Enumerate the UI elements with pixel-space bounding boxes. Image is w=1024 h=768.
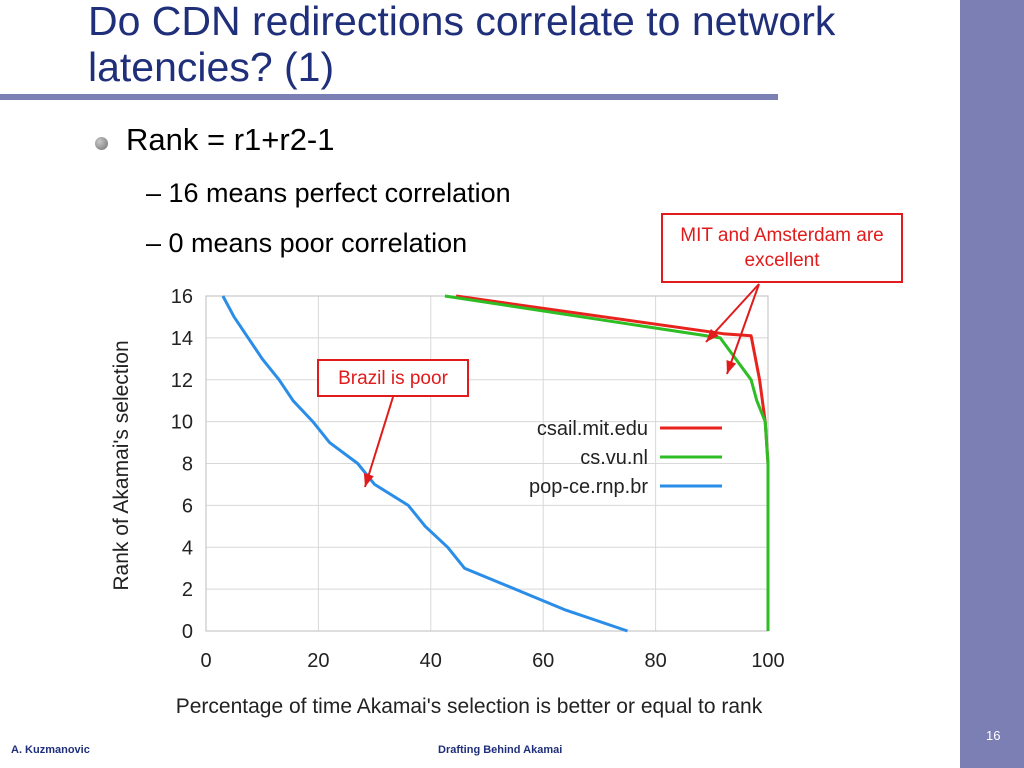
x-tick-label: 20 xyxy=(307,650,329,672)
page-number: 16 xyxy=(986,728,1001,743)
y-tick-label: 2 xyxy=(182,579,193,601)
bullet-sub-1: – 16 means perfect correlation xyxy=(146,178,511,208)
y-tick-label: 0 xyxy=(182,621,193,643)
callout-arrow-brazil xyxy=(364,396,394,488)
legend-label: pop-ce.rnp.br xyxy=(529,476,648,498)
bullet-sub-2: – 0 means poor correlation xyxy=(146,228,468,258)
y-axis-label: Rank of Akamai's selection xyxy=(110,340,133,590)
y-tick-label: 6 xyxy=(182,495,193,517)
x-tick-label: 40 xyxy=(420,650,442,672)
series-line-cs.vu.nl xyxy=(444,294,770,631)
callout-mit-amsterdam: MIT and Amsterdam are excellent xyxy=(661,213,903,283)
bullet-main: Rank = r1+r2-1 xyxy=(126,122,335,157)
y-tick-label: 8 xyxy=(182,454,193,476)
x-tick-label: 0 xyxy=(200,650,211,672)
footer-author: A. Kuzmanovic xyxy=(11,744,90,756)
x-tick-label: 80 xyxy=(644,650,666,672)
y-tick-label: 16 xyxy=(171,286,193,308)
callout-arrow-mit xyxy=(705,283,760,343)
callout-arrow-amsterdam-head xyxy=(726,360,737,374)
y-tick-label: 10 xyxy=(171,412,193,434)
series-line-pop-ce.rnp.br xyxy=(221,295,628,633)
x-tick-label: 60 xyxy=(532,650,554,672)
callout-arrow-brazil-head xyxy=(363,473,374,487)
y-tick-label: 4 xyxy=(182,537,193,559)
title-underline xyxy=(0,94,778,100)
bullet-icon xyxy=(95,137,108,150)
y-tick-label: 14 xyxy=(171,328,193,350)
legend-label: cs.vu.nl xyxy=(580,447,648,469)
callout-arrow-mit-head xyxy=(706,328,719,342)
callout-arrow-amsterdam xyxy=(726,283,760,375)
x-tick-label: 100 xyxy=(751,650,784,672)
slide-title: Do CDN redirections correlate to network… xyxy=(88,0,836,90)
x-axis-label: Percentage of time Akamai's selection is… xyxy=(176,695,763,718)
slide-side-bar xyxy=(960,0,1024,768)
y-tick-label: 12 xyxy=(171,370,193,392)
footer-title: Drafting Behind Akamai xyxy=(438,744,563,756)
legend-label: csail.mit.edu xyxy=(537,418,648,440)
callout-brazil: Brazil is poor xyxy=(317,359,469,397)
